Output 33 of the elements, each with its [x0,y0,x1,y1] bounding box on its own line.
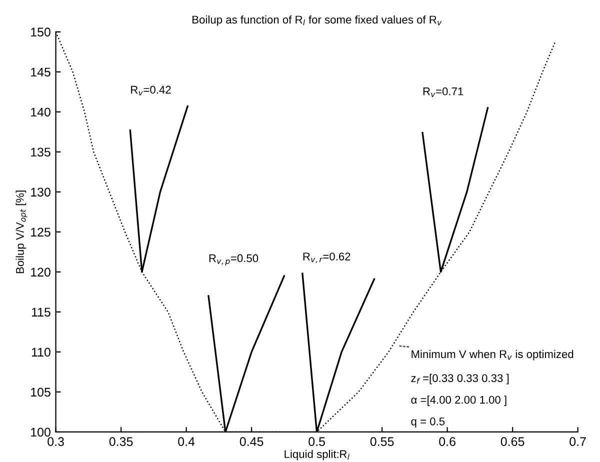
y-tick-label: 150 [31,28,50,37]
y-tick-label: 115 [32,308,50,317]
annotation: q = 0.5 [411,417,445,428]
text: R$_{v,p}$=0.50 [209,254,258,266]
x-tick-label: 0.65 [500,437,524,446]
y-tick-label: 105 [31,388,50,397]
y-tick-label: 100 [31,428,50,437]
y-tick-label: 130 [31,188,50,197]
y-tick-label: 140 [31,108,50,117]
annotation: z$_{f}$ =[0.33 0.33 0.33 ] [411,374,509,384]
x-tick-label: 0.6 [439,437,456,446]
x-tick-label: 0.35 [109,437,133,446]
annotation: α =[4.00 2.00 1.00 ] [411,396,506,406]
x-tick-label: 0.5 [308,437,325,446]
y-tick-label: 110 [32,348,50,357]
y-tick-label: 120 [31,268,50,277]
x-tick-label: 0.55 [370,437,394,446]
annotation: Minimum V when R$_{v}$ is optimized [412,350,574,360]
x-tick-label: 0.45 [240,437,264,446]
text: R$_{v}$=0.71 [423,87,464,97]
chart-title: Boilup as function of R$_{l}$ for some fixed values of R$_{v}$ [192,15,442,26]
series-label: R$_{v}$=0.42 [131,86,171,96]
x-tick-label: 0.4 [178,437,195,446]
line-series [129,105,188,273]
line-series [422,107,489,273]
series-label: R$_{v,r}$=0.62 [303,252,350,264]
x-tick-label: 0.3 [48,437,64,446]
y-tick-label: 145 [31,68,50,77]
x-tick-label: 0.7 [570,437,586,446]
y-tick-label: 135 [31,148,50,157]
y-axis-title: Boilup V/V$_{opt}$ [%] [16,190,28,274]
y-tick-label: 125 [31,228,50,237]
x-axis-title: Liquid split:R$_{l}$ [284,450,350,460]
